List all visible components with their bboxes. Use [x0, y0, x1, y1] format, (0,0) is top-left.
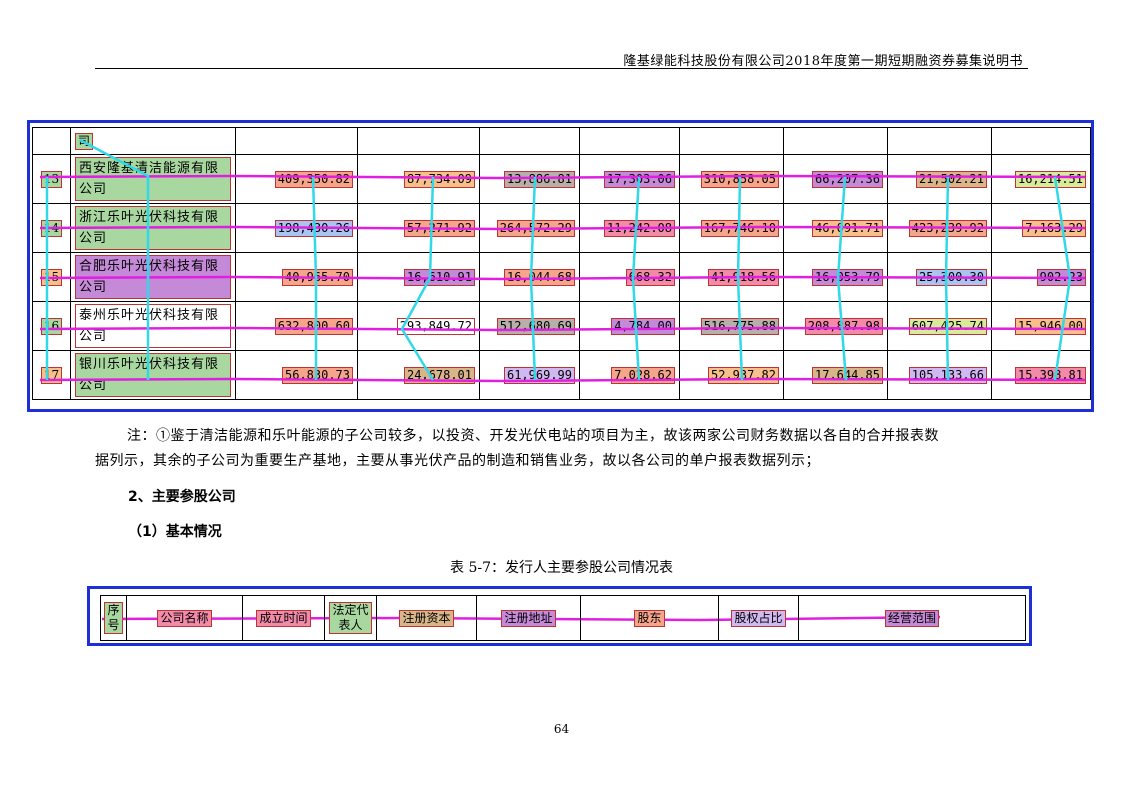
- row-index: 15: [40, 268, 63, 286]
- value-cell: 17,303.06: [603, 170, 675, 188]
- value-cell: 310,858.05: [700, 170, 779, 188]
- value-cell: 293,849.72: [396, 317, 475, 335]
- value-cell: 57,271.92: [403, 219, 475, 237]
- value-cell: 15,946.00: [1014, 317, 1086, 335]
- value-cell: 87,734.09: [403, 170, 475, 188]
- company-name: 合肥乐叶光伏科技有限 公司: [75, 255, 231, 299]
- subsidiary-financials-table-frame: 司 13 西安隆基清洁能源有限 公司 409,350.82 87,734.09 1…: [27, 120, 1094, 412]
- value-cell: 7,163.29: [1022, 219, 1086, 237]
- value-cell: 668.32: [625, 268, 675, 286]
- company-name: 银川乐叶光伏科技有限 公司: [75, 353, 231, 397]
- affiliates-table: 序号 公司名称 成立时间 法定代 表人 注册资本 注册地址 股东 股权占比 经营范…: [100, 595, 1026, 641]
- value-cell: 167,746.10: [700, 219, 779, 237]
- header-founded: 成立时间: [256, 609, 311, 627]
- value-cell: 17,644.85: [811, 366, 883, 384]
- value-cell: 16,044.68: [503, 268, 575, 286]
- value-cell: 52,937.82: [707, 366, 779, 384]
- company-name: 西安隆基清洁能源有限 公司: [75, 157, 231, 201]
- table-header-row: 序号 公司名称 成立时间 法定代 表人 注册资本 注册地址 股东 股权占比 经营范…: [100, 595, 1026, 641]
- company-name: 泰州乐叶光伏科技有限 公司: [75, 304, 231, 348]
- value-cell: 423,239.92: [908, 219, 987, 237]
- row-index: 17: [40, 366, 63, 384]
- value-cell: 105,133.66: [908, 366, 987, 384]
- value-cell: 46,091.71: [811, 219, 883, 237]
- row-index: 14: [40, 219, 63, 237]
- row-index: 16: [40, 317, 63, 335]
- affiliates-table-frame: 序号 公司名称 成立时间 法定代 表人 注册资本 注册地址 股东 股权占比 经营范…: [87, 586, 1032, 646]
- value-cell: 11,242.08: [603, 219, 675, 237]
- value-cell: 7,028.62: [611, 366, 675, 384]
- value-cell: 41,918.56: [707, 268, 779, 286]
- table-row: 司: [32, 127, 1091, 155]
- value-cell: 16,214.51: [1014, 170, 1086, 188]
- value-cell: 56,830.73: [281, 366, 353, 384]
- section-heading: 2、主要参股公司: [128, 489, 236, 505]
- header-company: 公司名称: [157, 609, 212, 627]
- table-row: 15 合肥乐叶光伏科技有限 公司 40,965.70 16,610.91 16,0…: [32, 252, 1091, 302]
- header-capital: 注册资本: [399, 609, 454, 627]
- header-divider: [95, 68, 1028, 69]
- page-number: 64: [553, 722, 570, 736]
- header-ratio: 股权占比: [731, 609, 786, 627]
- row-index: 13: [40, 170, 63, 188]
- value-cell: 632,800.60: [274, 317, 353, 335]
- value-cell: 16,053.79: [811, 268, 883, 286]
- value-cell: 516,775.88: [700, 317, 779, 335]
- value-cell: 607,425.74: [908, 317, 987, 335]
- value-cell: 66,207.36: [811, 170, 883, 188]
- value-cell: 4,784.00: [611, 317, 675, 335]
- table-row: 14 浙江乐叶光伏科技有限 公司 198,430.26 57,271.92 264…: [32, 203, 1091, 253]
- header-scope: 经营范围: [884, 609, 939, 627]
- value-cell: 21,502.21: [915, 170, 987, 188]
- subsection-heading: （1）基本情况: [128, 524, 222, 540]
- company-name-fragment: 司: [75, 132, 94, 150]
- table-row: 17 银川乐叶光伏科技有限 公司 56,830.73 24,678.01 61,9…: [32, 350, 1091, 400]
- header-shareholder: 股东: [634, 609, 665, 627]
- table-row: 13 西安隆基清洁能源有限 公司 409,350.82 87,734.09 13,…: [32, 154, 1091, 204]
- value-cell: 15,398.81: [1014, 366, 1086, 384]
- value-cell: 61,969.99: [503, 366, 575, 384]
- table-row: 16 泰州乐叶光伏科技有限 公司 632,800.60 293,849.72 51…: [32, 301, 1091, 351]
- header-address: 注册地址: [501, 609, 556, 627]
- value-cell: 16,610.91: [403, 268, 475, 286]
- document-header-title: 隆基绿能科技股份有限公司2018年度第一期短期融资券募集说明书: [623, 54, 1023, 69]
- value-cell: 198,430.26: [274, 219, 353, 237]
- table-note: 注：①鉴于清洁能源和乐叶能源的子公司较多，以投资、开发光伏电站的项目为主，故该两…: [95, 428, 939, 469]
- table-caption: 表 5-7：发行人主要参股公司情况表: [450, 560, 673, 576]
- header-legal-rep: 法定代 表人: [329, 602, 372, 634]
- value-cell: 902.23: [1036, 268, 1086, 286]
- value-cell: 13,886.81: [503, 170, 575, 188]
- value-cell: 40,965.70: [281, 268, 353, 286]
- value-cell: 25,300.30: [915, 268, 987, 286]
- value-cell: 24,678.01: [403, 366, 475, 384]
- company-name: 浙江乐叶光伏科技有限 公司: [75, 206, 231, 250]
- header-seq: 序号: [104, 602, 123, 634]
- value-cell: 264,572.29: [496, 219, 575, 237]
- subsidiary-financials-table: 司 13 西安隆基清洁能源有限 公司 409,350.82 87,734.09 1…: [32, 127, 1091, 400]
- value-cell: 208,887.98: [804, 317, 883, 335]
- value-cell: 512,680.69: [496, 317, 575, 335]
- value-cell: 409,350.82: [274, 170, 353, 188]
